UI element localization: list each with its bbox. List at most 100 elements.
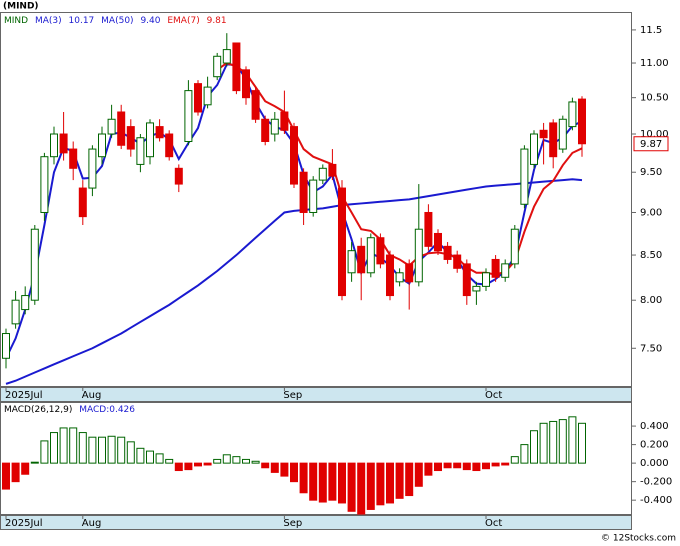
macd-bar — [338, 462, 346, 504]
y-tick-label: 11.5 — [640, 25, 662, 36]
candle-body — [107, 118, 116, 135]
macd-bar — [213, 458, 222, 464]
candle-body — [520, 148, 529, 205]
macd-bar — [242, 458, 250, 464]
candle-body — [299, 171, 308, 213]
legend-value: 10.17 — [69, 16, 95, 26]
date-strip — [0, 515, 632, 530]
candle-body — [510, 228, 519, 265]
macd-bar — [405, 462, 414, 497]
x-tick-label: Aug — [82, 518, 102, 529]
candle-body — [501, 263, 510, 278]
candle-body — [424, 211, 433, 247]
candle-body — [78, 187, 87, 218]
candle-body — [405, 263, 414, 283]
macd-bar — [69, 427, 78, 464]
candle-body — [434, 232, 442, 252]
candle-body — [2, 333, 10, 359]
macd-bar — [40, 440, 49, 464]
candle-body — [568, 101, 577, 128]
candle-body — [539, 129, 548, 139]
macd-bar — [568, 416, 577, 464]
macd-bar — [136, 447, 145, 464]
macd-value: MACD:0.426 — [79, 405, 135, 415]
candle-body — [366, 237, 375, 274]
candle-body — [453, 254, 462, 269]
legend: MIND MA(3) 10.17 MA(50) 9.40 EMA(7) 9.81 — [4, 16, 227, 26]
candle-body — [184, 90, 193, 142]
macd-bar — [98, 436, 106, 464]
candle-body — [165, 133, 174, 158]
ma-line — [216, 61, 583, 276]
macd-bar — [578, 422, 586, 464]
macd-bar — [146, 450, 154, 464]
candle-body — [21, 295, 30, 311]
legend-entry: MA(50) — [101, 16, 133, 26]
macd-bar — [59, 427, 68, 464]
candle-body — [482, 272, 490, 287]
candle-body — [443, 245, 452, 260]
macd-bar — [520, 444, 529, 464]
macd-bar — [165, 458, 174, 464]
y-tick-label: 8.50 — [640, 250, 662, 261]
x-tick-label: Oct — [485, 518, 502, 529]
y-tick-label: 7.50 — [640, 343, 662, 354]
macd-bar — [126, 441, 135, 464]
y-tick-label: 0.400 — [640, 421, 669, 432]
macd-bar — [222, 454, 231, 464]
macd-bar — [453, 462, 462, 469]
candle-body — [213, 55, 222, 78]
macd-bar — [270, 462, 279, 473]
ma-line — [5, 178, 583, 385]
candle-body — [11, 299, 20, 325]
candle-body — [194, 83, 202, 113]
candle-body — [549, 122, 558, 158]
macd-bar — [539, 422, 548, 464]
candle-body — [530, 133, 538, 165]
macd-bar — [21, 462, 30, 475]
y-tick-label: 9.00 — [640, 207, 662, 218]
candle-body — [40, 156, 49, 213]
legend-entry: MA(3) — [35, 16, 62, 26]
x-tick-label: 2025Jul — [5, 390, 43, 401]
macd-bar — [78, 432, 87, 464]
candle-body — [578, 98, 586, 145]
macd-bar — [299, 462, 308, 494]
candle-body — [558, 118, 567, 150]
macd-bar — [462, 462, 471, 471]
candle-body — [88, 148, 97, 189]
x-tick-label: 2025Jul — [5, 518, 43, 529]
macd-bar — [2, 462, 10, 490]
candle-body — [290, 126, 298, 185]
macd-bar — [194, 462, 202, 467]
candle-body — [242, 69, 250, 99]
macd-bar — [88, 436, 97, 464]
candle-body — [462, 263, 471, 297]
macd-bar — [386, 462, 394, 504]
macd-legend: MACD(26,12,9) MACD:0.426 — [4, 405, 135, 415]
candle-body — [318, 167, 327, 181]
macd-bar — [50, 432, 58, 464]
y-tick-label: 8.00 — [640, 295, 662, 306]
macd-bar — [443, 462, 452, 469]
candle-body — [280, 111, 289, 131]
candle-body — [174, 167, 183, 185]
footer: © 12Stocks.com — [601, 534, 676, 544]
candle-body — [232, 42, 241, 92]
legend-value: 9.40 — [140, 16, 160, 26]
y-tick-label: 9.50 — [640, 167, 662, 178]
candle-body — [59, 133, 68, 154]
x-tick-label: Sep — [283, 390, 302, 401]
macd-bar — [472, 462, 481, 472]
macd-bar — [482, 462, 490, 470]
macd-bar — [184, 462, 193, 471]
y-tick-label: 11.00 — [640, 58, 669, 69]
macd-bar — [203, 462, 212, 466]
x-tick-label: Aug — [82, 390, 102, 401]
candle-body — [395, 272, 404, 283]
macd-bar — [290, 462, 298, 483]
candle-body — [251, 90, 260, 120]
candle-body — [50, 133, 58, 158]
last-price-box — [633, 136, 669, 152]
macd-bar — [424, 462, 433, 476]
